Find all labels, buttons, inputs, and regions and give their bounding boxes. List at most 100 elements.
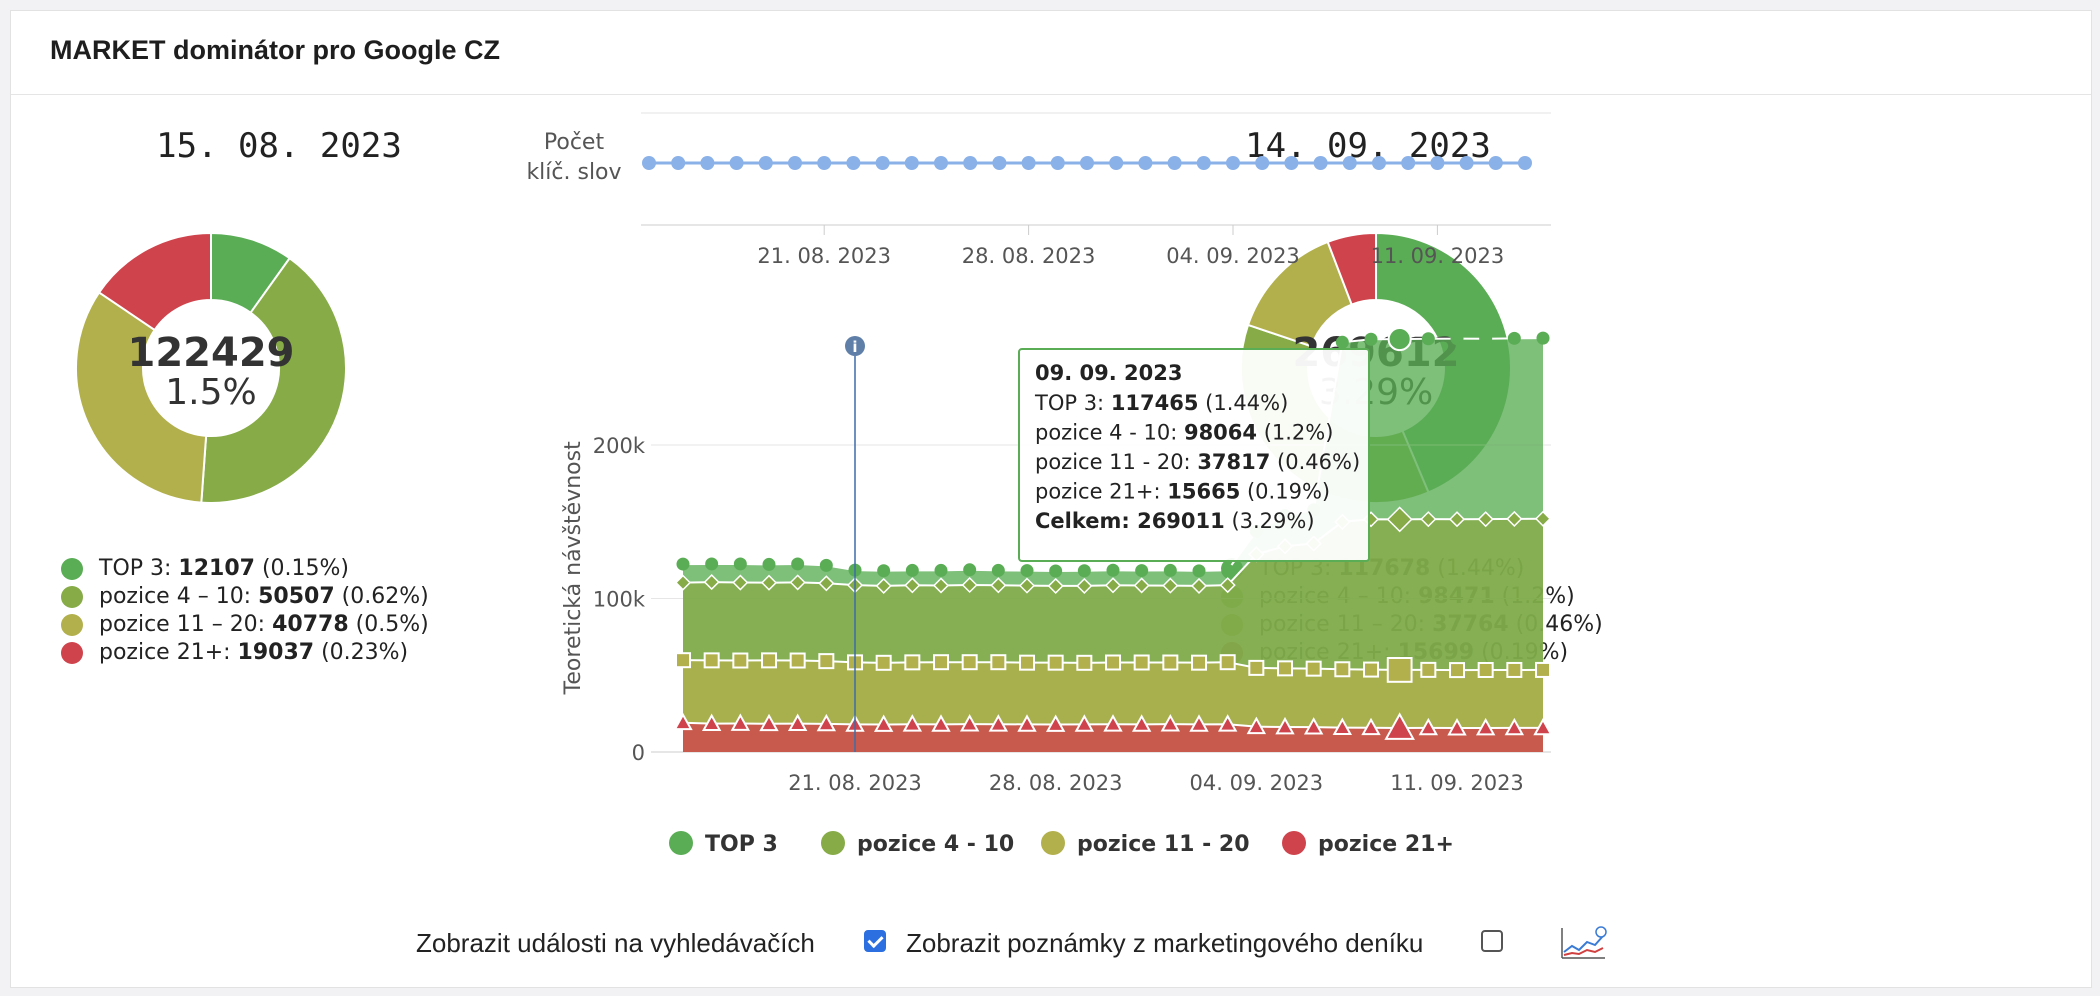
series-point[interactable]	[1536, 331, 1550, 345]
series-point[interactable]	[1475, 717, 1496, 736]
series-point[interactable]	[1305, 660, 1322, 677]
series-point[interactable]	[1192, 564, 1206, 578]
series-point[interactable]	[932, 577, 950, 594]
series-point[interactable]	[1076, 654, 1093, 671]
series-point[interactable]	[933, 654, 949, 671]
keywords-point[interactable]	[1459, 156, 1474, 170]
series-point[interactable]	[1248, 659, 1265, 676]
series-point[interactable]	[1332, 717, 1353, 735]
series-point[interactable]	[791, 557, 805, 571]
series-point[interactable]	[1105, 654, 1121, 671]
series-point[interactable]	[789, 574, 806, 591]
info-icon[interactable]	[845, 336, 865, 356]
series-point[interactable]	[733, 557, 747, 571]
series-point[interactable]	[1447, 717, 1467, 736]
series-point[interactable]	[1449, 662, 1465, 679]
series-point[interactable]	[673, 712, 693, 731]
series-point[interactable]	[1018, 577, 1036, 594]
left-donut-slice-1[interactable]	[200, 256, 347, 504]
series-point[interactable]	[1246, 716, 1267, 735]
series-point[interactable]	[1363, 661, 1379, 678]
keywords-point[interactable]	[1167, 156, 1182, 170]
left-legend-item[interactable]: pozice 11 – 20: 40778 (0.5%)	[61, 611, 429, 639]
series-point[interactable]	[1221, 563, 1235, 577]
chart-thumbnail-icon[interactable]	[1559, 926, 1609, 962]
keywords-point[interactable]	[846, 156, 861, 170]
series-point[interactable]	[819, 558, 833, 572]
keywords-point[interactable]	[934, 156, 948, 170]
keywords-point[interactable]	[817, 156, 832, 170]
keywords-point[interactable]	[1021, 156, 1036, 170]
series-point[interactable]	[1045, 714, 1066, 732]
series-point[interactable]	[1507, 331, 1521, 345]
series-point[interactable]	[703, 652, 720, 669]
series-point[interactable]	[1135, 564, 1149, 578]
keywords-point[interactable]	[1284, 156, 1299, 170]
series-point[interactable]	[1277, 660, 1293, 677]
series-point[interactable]	[959, 714, 980, 732]
series-point[interactable]	[1506, 510, 1523, 527]
series-point[interactable]	[674, 574, 692, 591]
series-point[interactable]	[1361, 717, 1381, 736]
left-legend-item[interactable]: pozice 21+: 19037 (0.23%)	[61, 639, 429, 667]
keywords-point[interactable]	[992, 156, 1007, 170]
keywords-point[interactable]	[1050, 156, 1065, 170]
series-point[interactable]	[961, 576, 978, 594]
series-point[interactable]	[1131, 714, 1152, 732]
series-point[interactable]	[1049, 564, 1063, 578]
keywords-point[interactable]	[1313, 156, 1328, 170]
series-point[interactable]	[816, 713, 837, 732]
keywords-point[interactable]	[1109, 156, 1124, 170]
series-point[interactable]	[1533, 717, 1553, 736]
series-point[interactable]	[1106, 563, 1120, 577]
series-point[interactable]	[1387, 327, 1412, 352]
keywords-point[interactable]	[963, 156, 978, 170]
series-point[interactable]	[1160, 714, 1181, 732]
series-point[interactable]	[1104, 577, 1122, 594]
series-point[interactable]	[1448, 511, 1466, 528]
series-point[interactable]	[1103, 714, 1123, 732]
keywords-point[interactable]	[758, 156, 773, 170]
series-point[interactable]	[1077, 564, 1091, 578]
series-point[interactable]	[1017, 714, 1037, 732]
series-point[interactable]	[703, 574, 720, 591]
series-point[interactable]	[818, 653, 835, 670]
series-point[interactable]	[875, 654, 892, 671]
series-point[interactable]	[1219, 654, 1236, 671]
series-point[interactable]	[759, 713, 779, 732]
series-legend-item[interactable]: pozice 4 - 10	[821, 831, 1014, 857]
series-point[interactable]	[931, 714, 951, 732]
keywords-point[interactable]	[1518, 156, 1532, 170]
keywords-point[interactable]	[1196, 156, 1211, 170]
series-point[interactable]	[1421, 332, 1435, 346]
series-point[interactable]	[1335, 335, 1349, 349]
series-point[interactable]	[1386, 506, 1413, 533]
series-point[interactable]	[1047, 654, 1064, 671]
keywords-point[interactable]	[1226, 156, 1240, 170]
keywords-point[interactable]	[1138, 156, 1153, 170]
series-point[interactable]	[1418, 717, 1439, 736]
series-point[interactable]	[1191, 654, 1207, 671]
series-point[interactable]	[762, 557, 776, 571]
series-legend-item[interactable]: pozice 11 - 20	[1041, 831, 1250, 857]
keywords-point[interactable]	[1488, 156, 1503, 170]
series-point[interactable]	[701, 713, 722, 732]
series-point[interactable]	[991, 563, 1005, 577]
series-point[interactable]	[1384, 712, 1415, 740]
series-point[interactable]	[760, 574, 778, 591]
left-donut-slice-2[interactable]	[75, 291, 208, 504]
series-point[interactable]	[1190, 577, 1208, 594]
series-point[interactable]	[1275, 716, 1295, 735]
keywords-point[interactable]	[1372, 156, 1386, 170]
series-point[interactable]	[1420, 511, 1437, 528]
series-point[interactable]	[1534, 510, 1552, 527]
keywords-point[interactable]	[1255, 156, 1270, 170]
keywords-point[interactable]	[729, 156, 744, 170]
series-point[interactable]	[1133, 577, 1150, 594]
keywords-point[interactable]	[1080, 156, 1094, 170]
series-point[interactable]	[904, 577, 921, 594]
series-legend-item[interactable]: TOP 3	[669, 831, 778, 857]
series-point[interactable]	[1019, 654, 1035, 671]
series-point[interactable]	[1189, 714, 1209, 732]
keywords-point[interactable]	[1430, 156, 1445, 170]
